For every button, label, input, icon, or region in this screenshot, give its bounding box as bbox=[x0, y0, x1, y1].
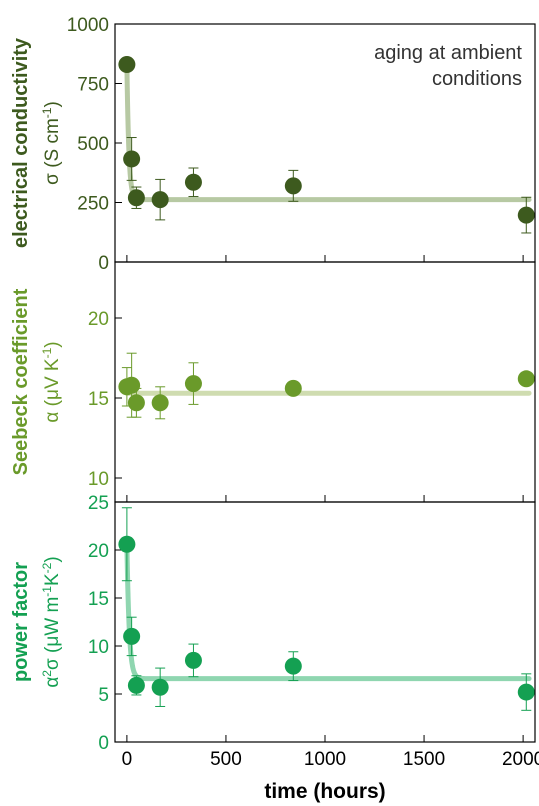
panel-bottom: 0 5 10 15 20 25 power factor α2σ (μW m-1K-2) 0 50… bbox=[10, 493, 539, 803]
x-tick-label: 500 bbox=[210, 749, 242, 770]
data-point bbox=[517, 206, 535, 224]
y-axis-title: electrical conductivity bbox=[10, 37, 32, 248]
data-point bbox=[118, 55, 136, 73]
y-tick-label: 250 bbox=[77, 194, 109, 215]
y-tick-label: 15 bbox=[88, 589, 109, 610]
panel-top: 0 250 500 750 1000 electrical conductivity σ (… bbox=[10, 15, 536, 274]
y-tick-label: 0 bbox=[98, 733, 109, 754]
data-point bbox=[123, 627, 141, 645]
y-tick-label: 20 bbox=[88, 541, 109, 562]
data-point bbox=[151, 678, 169, 696]
x-tick-label: 0 bbox=[122, 749, 133, 770]
data-point bbox=[517, 370, 535, 388]
y-tick-label: 25 bbox=[88, 493, 109, 514]
data-point bbox=[127, 189, 145, 207]
data-point bbox=[284, 379, 302, 397]
data-point bbox=[184, 651, 202, 669]
y-axis-title: Seebeck coefficient bbox=[10, 288, 32, 475]
panel-frame bbox=[114, 261, 536, 503]
annotation-text: aging at ambient bbox=[374, 42, 522, 64]
data-point bbox=[123, 376, 141, 394]
y-tick-label: 500 bbox=[77, 134, 109, 155]
panel-middle: 10 15 20 Seebeck coefficient α (μV K-1) bbox=[10, 261, 536, 503]
data-point bbox=[151, 394, 169, 412]
x-axis-title: time (hours) bbox=[264, 780, 385, 803]
y-axis-symbol: α2σ (μW m-1K-2) bbox=[40, 556, 63, 687]
y-tick-label: 0 bbox=[98, 253, 109, 274]
data-point bbox=[517, 683, 535, 701]
data-point bbox=[184, 173, 202, 191]
data-point bbox=[284, 177, 302, 195]
data-point bbox=[284, 657, 302, 675]
panel-frame bbox=[114, 501, 536, 743]
x-tick-label: 1000 bbox=[304, 749, 346, 770]
annotation-text: conditions bbox=[432, 68, 522, 90]
y-axis-symbol: α (μV K-1) bbox=[40, 341, 63, 422]
x-tick-label: 1500 bbox=[403, 749, 445, 770]
y-tick-label: 20 bbox=[88, 309, 109, 330]
data-point bbox=[127, 676, 145, 694]
data-point bbox=[127, 394, 145, 412]
y-axis-symbol: σ (S cm-1) bbox=[40, 101, 63, 185]
x-tick-label: 2000 bbox=[502, 749, 539, 770]
y-tick-label: 750 bbox=[77, 75, 109, 96]
y-tick-label: 10 bbox=[88, 469, 109, 490]
y-tick-label: 5 bbox=[98, 685, 109, 706]
data-point bbox=[123, 150, 141, 168]
y-tick-label: 15 bbox=[88, 389, 109, 410]
data-point bbox=[184, 375, 202, 393]
y-axis-title: power factor bbox=[10, 562, 32, 682]
y-tick-label: 10 bbox=[88, 637, 109, 658]
data-point bbox=[118, 535, 136, 553]
data-point bbox=[151, 191, 169, 209]
y-tick-label: 1000 bbox=[67, 15, 109, 36]
